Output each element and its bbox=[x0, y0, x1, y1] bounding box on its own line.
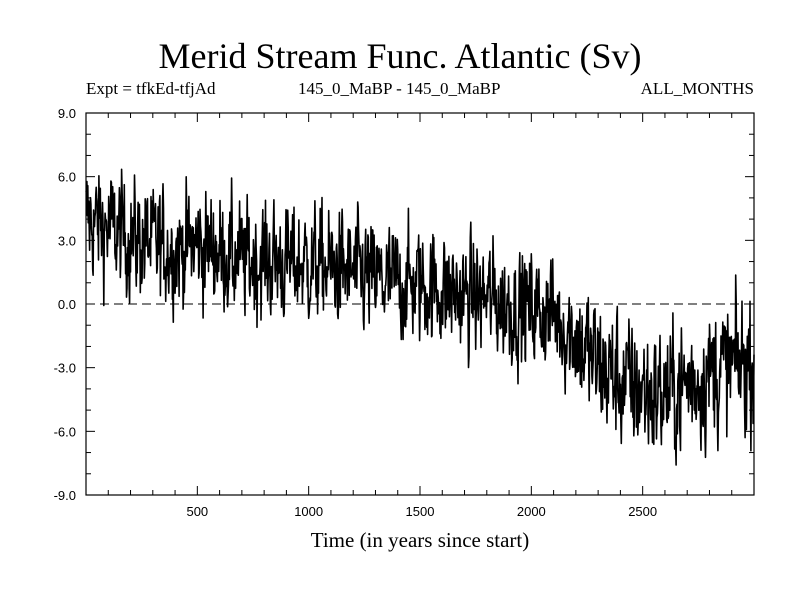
x-tick-label: 2500 bbox=[628, 504, 657, 519]
period-label: 145_0_MaBP - 145_0_MaBP bbox=[298, 79, 501, 98]
y-tick-label: -3.0 bbox=[54, 361, 76, 376]
plot-frame bbox=[85, 112, 755, 496]
y-tick-label: -9.0 bbox=[54, 488, 76, 503]
experiment-label: Expt = tfkEd-tfjAd bbox=[86, 79, 216, 98]
x-tick-label: 1000 bbox=[294, 504, 323, 519]
y-tick-label: 9.0 bbox=[58, 106, 76, 121]
y-tick-label: 0.0 bbox=[58, 297, 76, 312]
x-axis-label: Time (in years since start) bbox=[310, 528, 530, 552]
series-line bbox=[85, 168, 755, 466]
x-tick-label: 500 bbox=[186, 504, 208, 519]
y-tick-label: -6.0 bbox=[54, 424, 76, 439]
months-label: ALL_MONTHS bbox=[640, 79, 754, 98]
y-tick-label: 6.0 bbox=[58, 170, 76, 185]
y-tick-label: 3.0 bbox=[58, 233, 76, 248]
x-tick-label: 2000 bbox=[517, 504, 546, 519]
chart-title: Merid Stream Func. Atlantic (Sv) bbox=[158, 36, 642, 76]
x-tick-label: 1500 bbox=[406, 504, 435, 519]
tick-labels: 500 1000 1500 2000 2500 9.0 6.0 3.0 0.0 -3.0 -6.0 -… bbox=[54, 106, 658, 519]
